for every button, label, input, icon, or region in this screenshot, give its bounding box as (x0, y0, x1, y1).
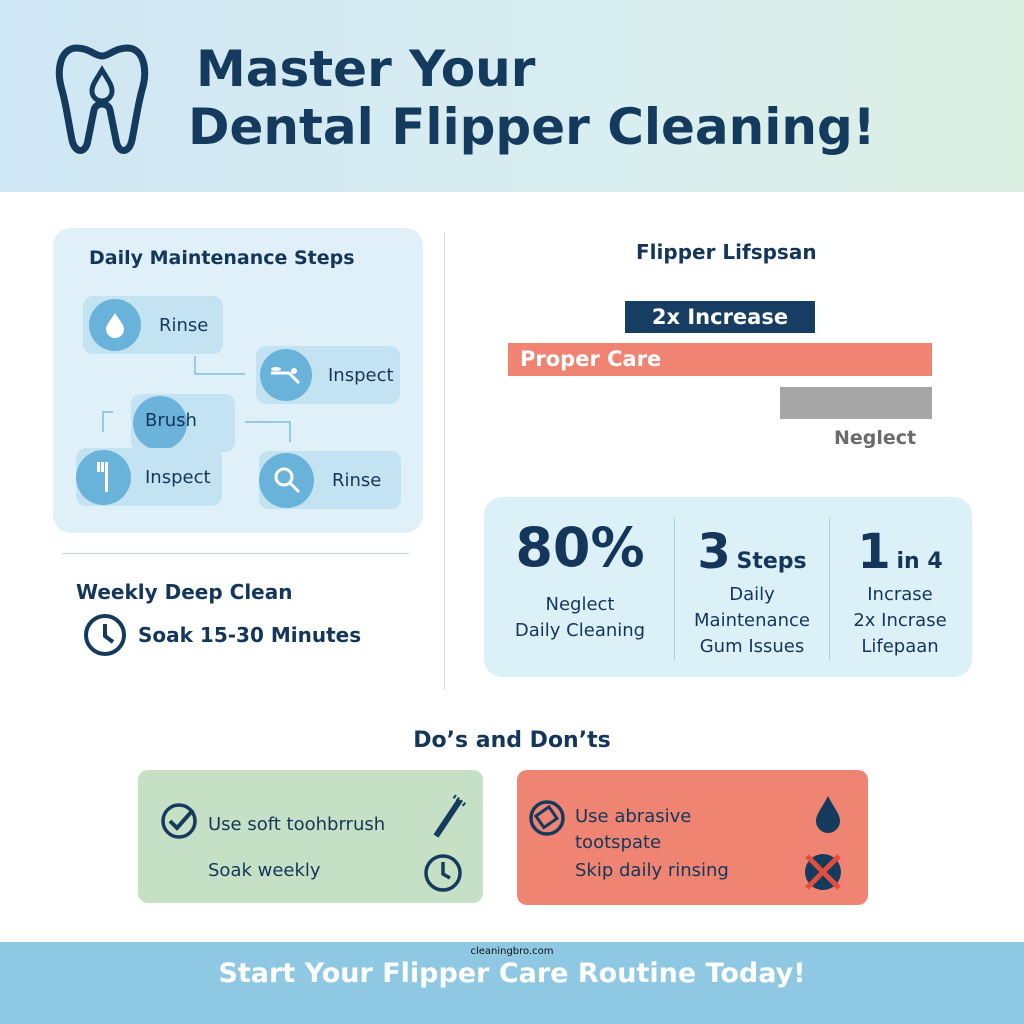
column-divider (444, 232, 445, 690)
title-line-1: Master Your (196, 40, 536, 98)
step-rinse-2: Rinse (259, 451, 401, 509)
step-inspect-2: Inspect (76, 448, 222, 506)
stat-line: Maintenance (694, 610, 810, 631)
divider (829, 518, 830, 661)
stat-line: Daily (729, 584, 775, 605)
water-drop-icon (89, 299, 141, 351)
step-arrows (102, 356, 291, 442)
page-title: Master Your Dental Flipper Cleaning! (188, 40, 876, 156)
bar-neglect (780, 387, 932, 419)
stat-value: 3 (697, 524, 731, 580)
dont-item: Skip daily rinsing (575, 860, 729, 881)
water-drop-icon (816, 796, 840, 833)
step-label: Rinse (159, 314, 209, 336)
do-item: Soak weekly (208, 860, 321, 881)
bar-neglect-label: Neglect (834, 427, 917, 449)
check-circle-icon (161, 803, 197, 839)
footer-banner (0, 942, 1024, 1024)
no-toothpaste-icon (529, 800, 565, 836)
title-line-2: Dental Flipper Cleaning! (188, 98, 876, 156)
stat-80: 80% Neglect Daily Cleaning (490, 518, 670, 644)
step-label: Inspect (328, 364, 394, 386)
stat-line: 2x Incrase (853, 610, 947, 631)
divider (62, 553, 409, 554)
dont-item: Use abrasive tootspate (575, 806, 692, 853)
weekly-item: Soak 15-30 Minutes (138, 623, 362, 647)
tooth-drop-icon (55, 44, 149, 154)
stat-line: Daily Cleaning (514, 620, 646, 641)
header-banner (0, 0, 1024, 192)
stat-value: 80% (515, 516, 645, 579)
stat-unit: in 4 (896, 549, 943, 574)
step-label: Rinse (332, 469, 382, 491)
step-brush: Brush (131, 394, 235, 452)
stat-unit: Steps (736, 549, 807, 574)
toothbrush-icon (76, 449, 131, 505)
lifespan-title: Flipper Lifspsan (636, 240, 817, 264)
do-card: Use soft toohbrrush Soak weekly (138, 770, 483, 903)
stat-line: Gum Issues (699, 636, 805, 657)
stat-value: 1 (857, 524, 891, 580)
toothbrush-icon (433, 794, 468, 838)
no-rinse-icon (805, 854, 841, 890)
toothbrush-paste-icon (260, 349, 312, 401)
stat-1-in-4: 1 in 4 Incrase 2x Incrase Lifepaan (830, 522, 970, 660)
stat-3-steps: 3 Steps Daily Maintenance Gum Issues (676, 522, 828, 660)
stat-line: Incrase (867, 584, 933, 605)
footer-cta[interactable]: Start Your Flipper Care Routine Today! (218, 958, 806, 989)
stat-line: Lifepaan (861, 636, 939, 657)
do-item: Use soft toohbrrush (208, 814, 386, 835)
increase-badge: 2x Increase (625, 301, 815, 333)
dont-card: Use abrasive tootspate Skip daily rinsin… (517, 770, 868, 905)
stats-card (484, 497, 972, 677)
divider (674, 518, 675, 661)
clock-icon (424, 854, 462, 892)
dos-donts-title: Do’s and Don’ts (413, 728, 611, 753)
step-label: Inspect (145, 466, 211, 488)
stat-line: Neglect (545, 594, 615, 615)
bar-proper-care: Proper Care (508, 343, 932, 376)
brush-circle-icon (133, 396, 187, 450)
step-rinse: Rinse (83, 296, 223, 354)
step-label: Brush (145, 410, 197, 431)
weekly-title: Weekly Deep Clean (76, 580, 293, 604)
magnifier-icon (259, 452, 314, 508)
step-inspect-1: Inspect (256, 346, 400, 404)
daily-steps-title: Daily Maintenance Steps (89, 247, 355, 269)
site-watermark: cleaningbro.com (470, 946, 554, 957)
clock-icon (84, 614, 126, 656)
